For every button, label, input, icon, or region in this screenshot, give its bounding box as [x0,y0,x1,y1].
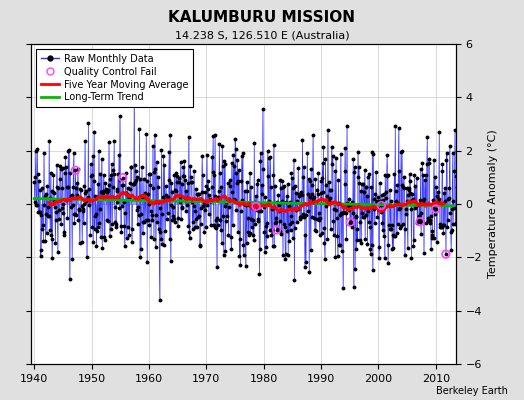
Point [442,251,450,257]
Text: Berkeley Earth: Berkeley Earth [436,386,508,396]
Point [346,219,354,225]
Point [432,206,440,212]
Y-axis label: Temperature Anomaly (°C): Temperature Anomaly (°C) [488,130,498,278]
Point [252,203,260,210]
Point [118,174,127,181]
Text: 14.238 S, 126.510 E (Australia): 14.238 S, 126.510 E (Australia) [174,30,350,40]
Point [71,167,80,174]
Point [377,202,386,209]
Point [416,218,424,225]
Point [272,227,281,233]
Legend: Raw Monthly Data, Quality Control Fail, Five Year Moving Average, Long-Term Tren: Raw Monthly Data, Quality Control Fail, … [36,49,193,107]
Text: KALUMBURU MISSION: KALUMBURU MISSION [169,10,355,25]
